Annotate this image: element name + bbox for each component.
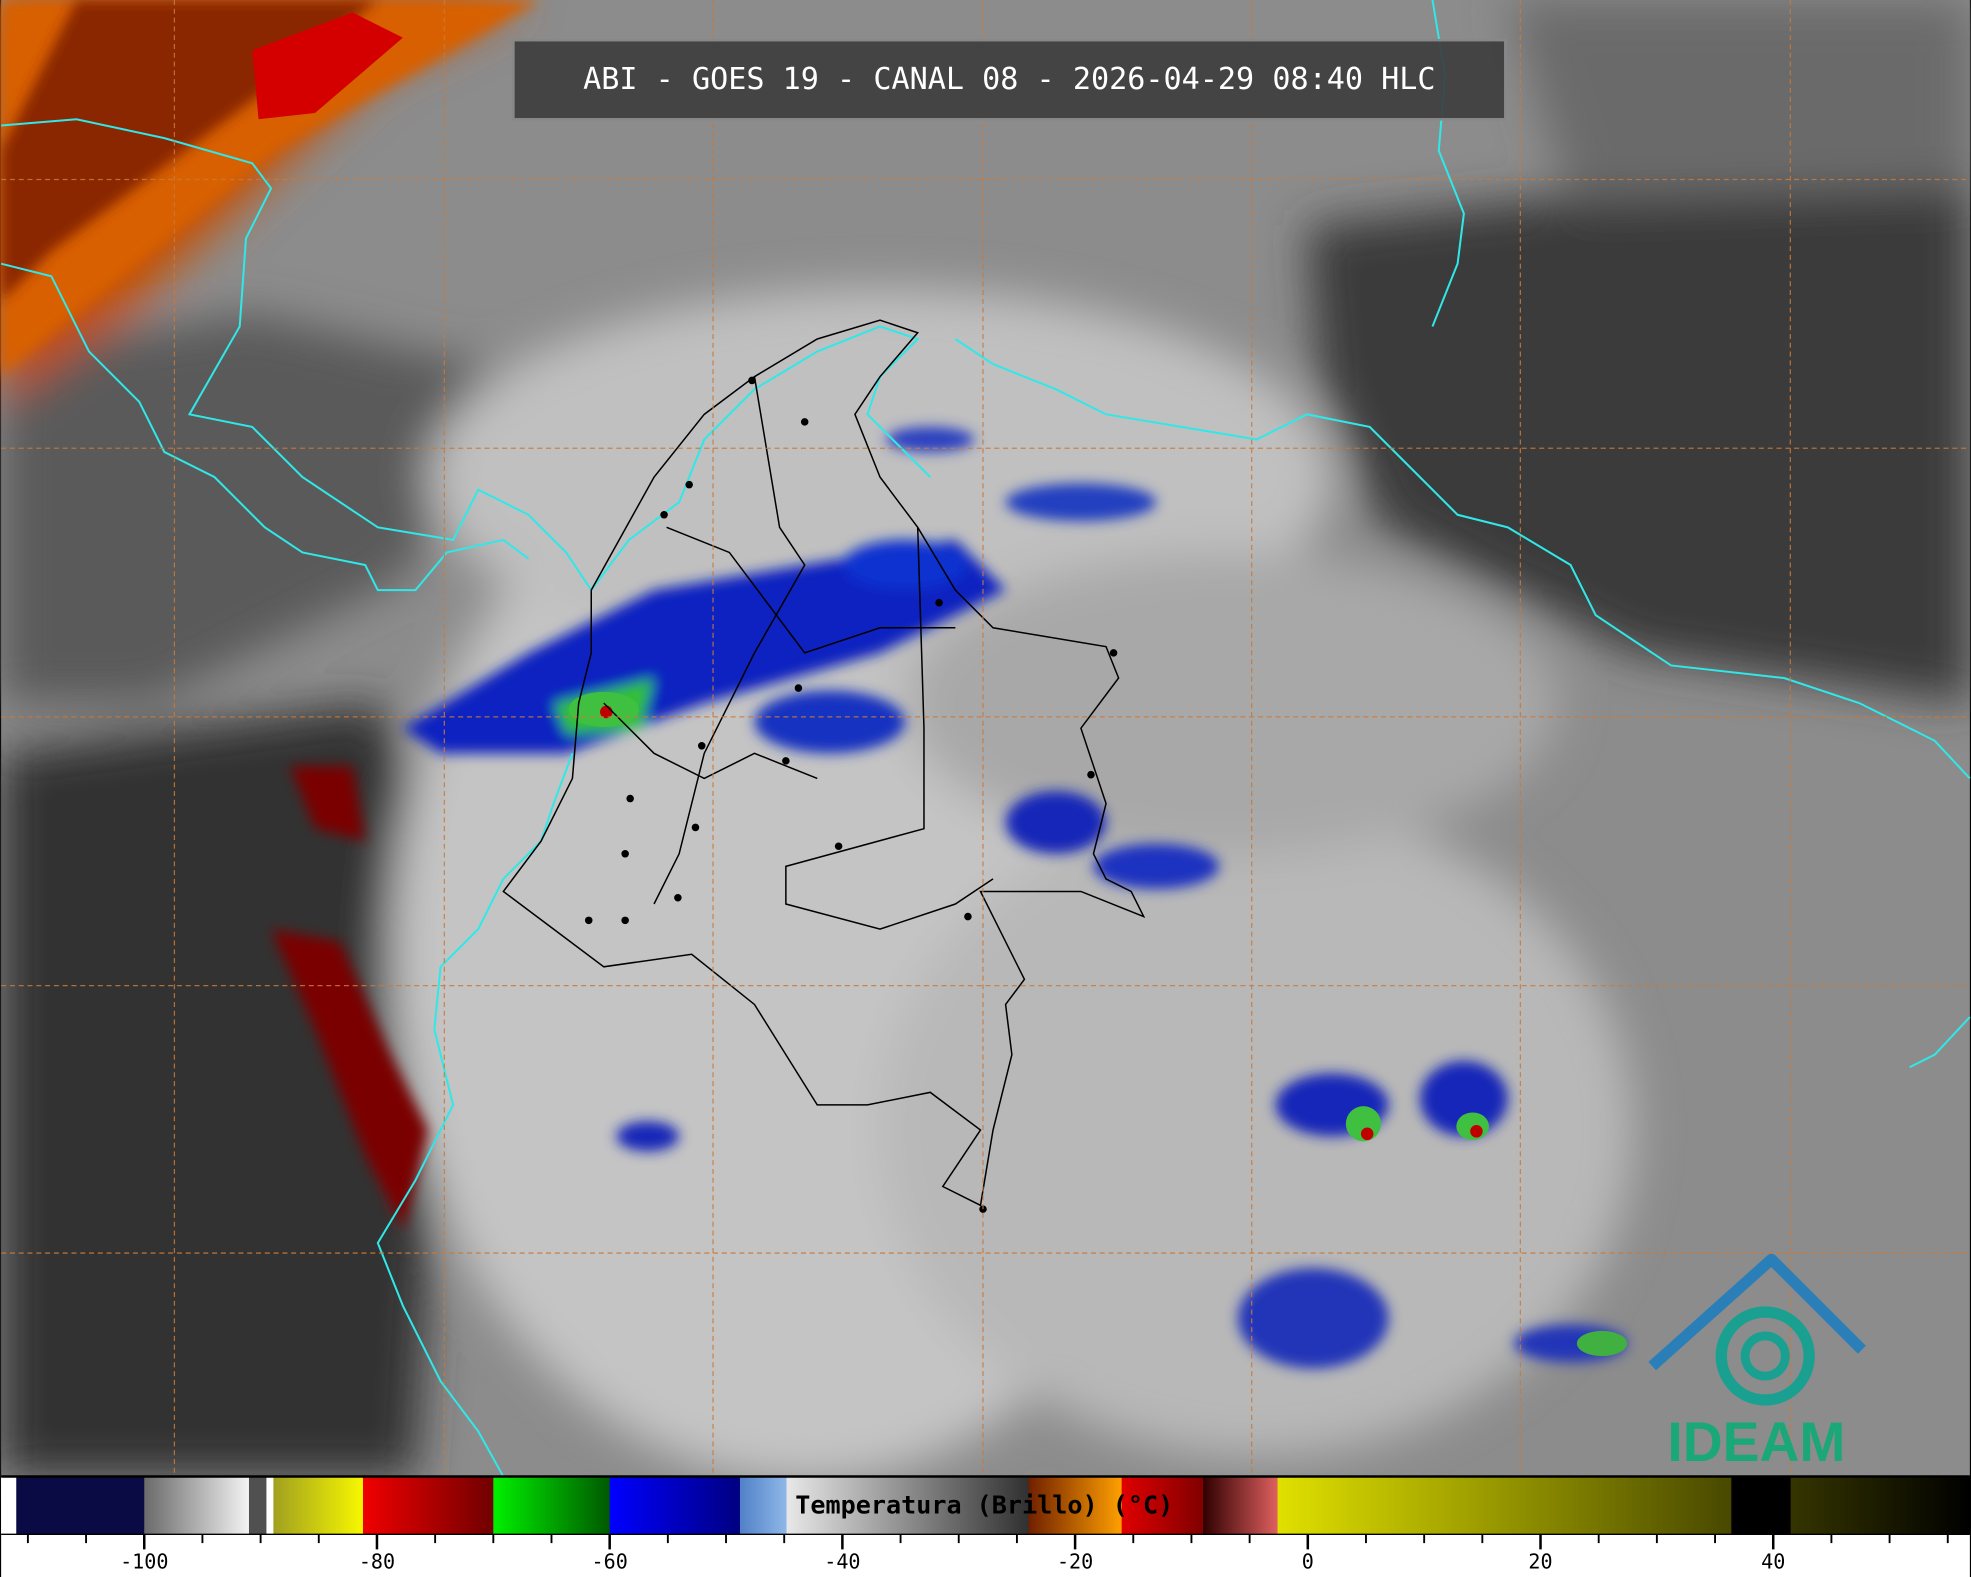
tick-label: -80 [359,1550,395,1574]
colorbar-segment [1203,1476,1279,1535]
colorbar-segment [1790,1476,1971,1535]
tick-label: 0 [1302,1550,1314,1574]
tick-label: -20 [1057,1550,1093,1574]
colorbar: -100 -80 -60 -40 -20 0 20 40 [1,1475,1971,1574]
colorbar-label: Temperatura (Brillo) (°C) [795,1491,1173,1520]
colorbar-segment [1,1476,17,1535]
colorbar-segment [273,1476,364,1535]
colorbar-segment [362,1476,494,1535]
colorbar-segment [266,1476,275,1535]
imagery [0,0,1971,1482]
tick-label: -100 [120,1550,168,1574]
tick-label: -40 [824,1550,860,1574]
tick-label: -60 [592,1550,628,1574]
title: ABI - GOES 19 - CANAL 08 - 2026-04-29 08… [583,62,1435,97]
colorbar-segment [493,1476,611,1535]
colorbar-segment [739,1476,788,1535]
logo-text: IDEAM [1667,1411,1845,1473]
colorbar-segment [1731,1476,1792,1535]
title-box [512,38,1507,121]
logo: IDEAM [1648,1253,1866,1473]
colorbar-segment [1121,1476,1204,1535]
colorbar-segment [248,1476,268,1535]
colorbar-segment [16,1476,145,1535]
colorbar-segment [609,1476,741,1535]
tick-label: 20 [1528,1550,1552,1574]
colorbar-segment [1277,1476,1732,1535]
colorbar-segment [786,1476,1030,1535]
tick-label: 40 [1761,1550,1785,1574]
colorbar-segment [1028,1476,1123,1535]
colorbar-segment [144,1476,250,1535]
